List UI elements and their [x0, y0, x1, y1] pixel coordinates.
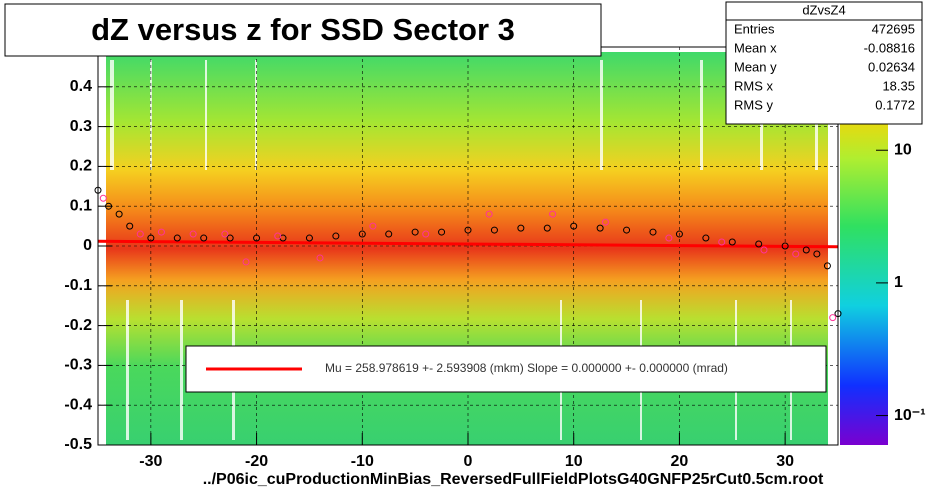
z-tick-label: 10⁻¹: [894, 407, 926, 424]
profile-point: [490, 226, 498, 234]
stats-label: RMS y: [734, 97, 774, 112]
profile-point: [755, 240, 763, 248]
profile-point: [570, 222, 578, 230]
z-tick-label: 1: [894, 274, 903, 291]
fit-line: [97, 239, 839, 249]
profile-point: [823, 262, 831, 270]
stats-value: 0.02634: [868, 59, 915, 74]
y-tick-label: 0.2: [70, 158, 92, 175]
profile-point: [702, 234, 710, 242]
stats-label: Mean y: [734, 59, 777, 74]
profile-point: [136, 230, 144, 238]
profile-point: [173, 234, 181, 242]
y-tick-label: -0.2: [64, 317, 92, 334]
fit-legend-text: Mu = 258.978619 +- 2.593908 (mkm) Slope …: [325, 361, 728, 375]
profile-point: [200, 234, 208, 242]
profile-point: [649, 228, 657, 236]
profile-point: [274, 232, 282, 240]
title-box: [4, 3, 602, 57]
heatmap-gap: [255, 60, 257, 170]
x-tick-label: -10: [351, 453, 374, 470]
y-tick-label: 0: [83, 237, 92, 254]
profile-point: [332, 232, 340, 240]
x-tick-label: -30: [139, 453, 162, 470]
profile-point: [438, 228, 446, 236]
profile-point: [792, 250, 800, 258]
profile-point: [385, 230, 393, 238]
profile-point: [464, 226, 472, 234]
y-tick-label: 0.4: [70, 78, 92, 95]
profile-point: [813, 250, 821, 258]
stats-value: 0.1772: [875, 97, 915, 112]
profile-point: [221, 230, 229, 238]
heatmap-gap: [126, 300, 129, 440]
profile-point: [147, 234, 155, 242]
y-tick-label: -0.3: [64, 357, 92, 374]
profile-point: [781, 242, 789, 250]
x-axis-label: ../P06ic_cuProductionMinBias_ReversedFul…: [203, 471, 824, 488]
profile-point: [189, 230, 197, 238]
profile-point: [543, 224, 551, 232]
profile-point: [99, 194, 107, 202]
x-tick-label: 30: [776, 453, 794, 470]
profile-point: [305, 234, 313, 242]
profile-point: [760, 246, 768, 254]
heatmap-gap: [600, 60, 603, 170]
profile-point: [422, 230, 430, 238]
z-tick-label: 10: [894, 141, 912, 158]
y-tick-label: 0.3: [70, 118, 92, 135]
profile-point: [157, 228, 165, 236]
profile-point: [126, 222, 134, 230]
y-tick-label: 0.1: [70, 197, 92, 214]
stats-label: Entries: [734, 21, 775, 36]
stats-value: -0.08816: [864, 40, 915, 55]
profile-point: [115, 210, 123, 218]
x-tick-label: 20: [671, 453, 689, 470]
profile-point: [623, 226, 631, 234]
y-tick-label: -0.1: [64, 277, 92, 294]
profile-point: [517, 224, 525, 232]
profile-point: [665, 234, 673, 242]
profile-point: [105, 202, 113, 210]
profile-point: [718, 238, 726, 246]
stats-label: Mean x: [734, 40, 777, 55]
profile-point: [675, 230, 683, 238]
profile-point: [253, 234, 261, 242]
profile-point: [802, 246, 810, 254]
heatmap-gap: [180, 300, 183, 440]
y-tick-label: -0.4: [64, 396, 92, 413]
profile-point: [549, 210, 557, 218]
stats-title: dZvsZ4: [802, 2, 845, 17]
profile-point: [242, 258, 250, 266]
profile-point: [601, 218, 609, 226]
x-tick-label: -20: [245, 453, 268, 470]
stats-box: [725, 1, 923, 125]
stats-value: 472695: [872, 21, 915, 36]
profile-point: [226, 234, 234, 242]
stats-label: RMS x: [734, 78, 774, 93]
profile-point: [596, 224, 604, 232]
x-tick-label: 10: [565, 453, 583, 470]
heatmap-gap: [700, 60, 703, 170]
profile-point: [369, 222, 377, 230]
profile-point: [411, 228, 419, 236]
x-tick-label: 0: [464, 453, 473, 470]
stats-value: 18.35: [882, 78, 915, 93]
profile-point: [316, 254, 324, 262]
heatmap-gap: [110, 60, 114, 170]
profile-point: [358, 230, 366, 238]
profile-point: [485, 210, 493, 218]
profile-point: [829, 314, 837, 322]
profile-point: [728, 238, 736, 246]
y-tick-label: -0.5: [64, 436, 92, 453]
chart-title: dZ versus z for SSD Sector 3: [91, 12, 515, 47]
heatmap-gap: [205, 60, 207, 170]
